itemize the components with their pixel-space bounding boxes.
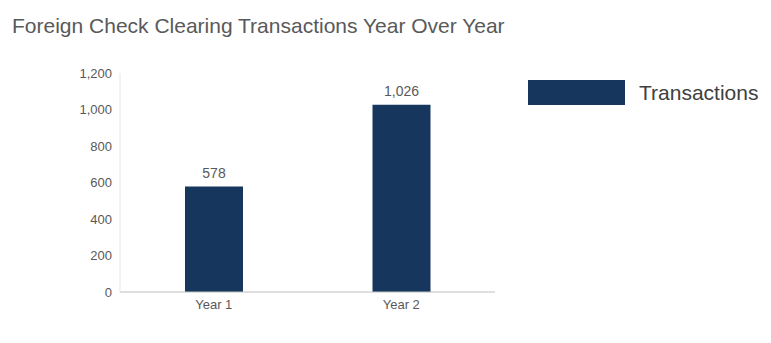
svg-text:200: 200 [90,248,112,263]
svg-text:600: 600 [90,175,112,190]
html-text:Foreign Check Clearing Transac: Foreign Check Clearing Transactions Year… [12,14,505,37]
html-text:Transactions: Transactions [639,80,759,104]
svg-text:578: 578 [202,165,226,181]
svg-text:1,026: 1,026 [384,83,419,99]
svg-text:Year 2: Year 2 [383,297,420,312]
svg-text:Year 1: Year 1 [195,297,232,312]
svg-text:400: 400 [90,212,112,227]
svg-text:800: 800 [90,139,112,154]
svg-text:1,000: 1,000 [79,102,112,117]
svg-text:0: 0 [105,285,112,300]
svg-text:1,200: 1,200 [79,66,112,81]
